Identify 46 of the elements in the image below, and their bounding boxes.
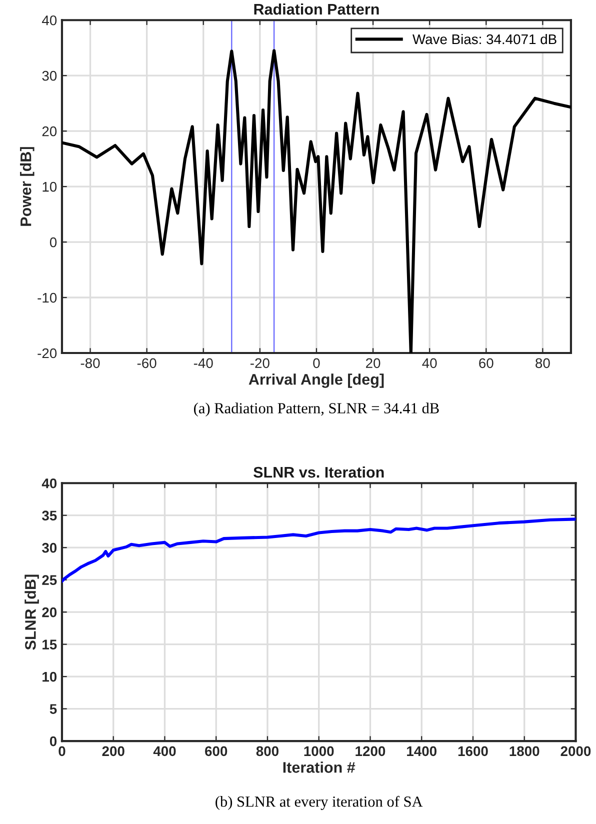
x-tick-label: -40 [194,358,213,368]
y-tick-label: 35 [42,510,57,521]
x-tick-label: 1000 [304,746,334,756]
x-tick-label: 1600 [458,746,488,756]
y-tick-label: 40 [42,478,57,488]
y-tick-label: 25 [42,575,57,585]
x-tick-label: 0 [58,746,66,756]
y-tick-label: 30 [42,542,57,553]
line-series [62,518,576,583]
y-tick-label: 10 [42,672,57,682]
chart-title: SLNR vs. Iteration [254,466,384,478]
y-tick-label: 30 [42,70,57,81]
x-tick-label: 200 [102,746,124,756]
legend-label: Wave Bias: 34.4071 dB [412,34,556,44]
x-tick-label: 400 [153,746,176,756]
x-tick-label: 40 [422,358,437,368]
x-tick-label: 0 [313,358,320,368]
x-tick-label: 1800 [510,746,540,756]
x-tick-label: 1200 [356,746,386,756]
x-tick-label: 2000 [560,746,591,756]
y-axis-title: SLNR [dB] [24,574,39,650]
x-tick-label: -60 [137,358,156,368]
x-tick-label: -20 [250,358,270,368]
chart-title: Radiation Pattern [254,3,379,15]
y-tick-label: 20 [42,607,57,618]
x-tick-label: 1400 [407,746,436,756]
y-axis-title: Power [dB] [20,147,34,226]
y-tick-label: 15 [42,640,57,650]
y-tick-label: 0 [50,237,57,248]
x-tick-label: 80 [536,358,550,368]
x-tick-label: -80 [80,358,100,368]
x-tick-label: 800 [256,746,279,756]
x-tick-label: 20 [366,358,380,368]
text: (b) SLNR at every iteration of SA [216,796,423,810]
y-tick-label: 40 [42,15,57,26]
y-tick-label: 0 [50,736,57,746]
text: (a) Radiation Pattern, SLNR = 34.41 dB [194,402,439,417]
y-tick-label: 5 [50,704,57,714]
x-axis-title: Arrival Angle [deg] [248,374,384,388]
y-tick-label: 10 [42,182,57,192]
x-tick-label: 60 [479,358,494,368]
y-tick-label: -20 [38,348,57,358]
x-axis-title: Iteration # [283,762,356,773]
y-tick-label: 20 [42,126,57,136]
x-tick-label: 600 [205,746,228,756]
y-tick-label: -10 [38,292,57,303]
